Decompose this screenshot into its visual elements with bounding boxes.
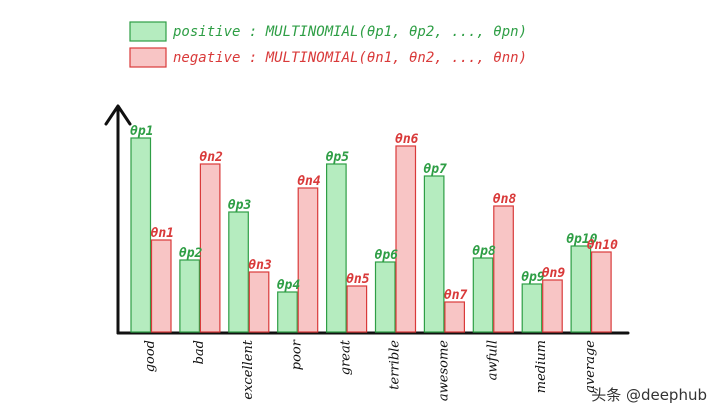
category-label-awesome: awesome bbox=[436, 340, 451, 401]
bar-negative-awesome bbox=[444, 301, 465, 333]
bar-label-positive-good: θp1 bbox=[130, 124, 153, 139]
bar-label-negative-awesome: θn7 bbox=[444, 288, 468, 303]
bar-label-positive-average: θp10 bbox=[566, 232, 597, 247]
category-label-terrible: terrible bbox=[388, 340, 403, 390]
bar-positive-great bbox=[326, 163, 347, 333]
category-label-poor: poor bbox=[290, 339, 305, 370]
bar-negative-medium bbox=[542, 279, 563, 333]
legend-swatch-negative bbox=[129, 47, 167, 68]
bar-label-negative-average: θn10 bbox=[587, 238, 618, 253]
legend-swatch-positive bbox=[129, 21, 167, 42]
bar-positive-terrible bbox=[374, 261, 396, 333]
bar-label-positive-great: θp5 bbox=[326, 150, 350, 165]
bar-label-negative-bad: θn2 bbox=[199, 150, 223, 165]
bar-negative-good bbox=[150, 239, 172, 333]
bar-labels: θp1 θn1 θp2 θn2 θp3 θn3 θp4 θn4 θp5 θn5 θp6 θn6 θp7 θ… bbox=[130, 124, 618, 303]
bar-label-positive-terrible: θp6 bbox=[375, 248, 399, 263]
bar-negative-terrible bbox=[395, 145, 417, 333]
bar-negative-awfull bbox=[493, 205, 514, 333]
bar-negative-great bbox=[346, 285, 368, 333]
bar-negative-bad bbox=[199, 163, 221, 333]
category-label-medium: medium bbox=[534, 340, 549, 393]
bar-positive-bad bbox=[179, 259, 200, 333]
category-label-awfull: awfull bbox=[485, 340, 500, 380]
bar-label-negative-excellent: θn3 bbox=[248, 258, 272, 273]
bar-positive-poor bbox=[277, 291, 298, 333]
bar-negative-excellent bbox=[248, 271, 270, 333]
bar-label-negative-medium: θn9 bbox=[542, 266, 566, 281]
legend-label-negative: negative : MULTINOMIAL(θn1, θn2, ..., θn… bbox=[173, 50, 527, 66]
bar-label-positive-poor: θp4 bbox=[277, 278, 301, 293]
bar-label-positive-awesome: θp7 bbox=[423, 162, 447, 177]
bar-label-negative-terrible: θn6 bbox=[395, 132, 419, 147]
category-labels: good bad excellent poor great terrible awesome… bbox=[143, 339, 598, 401]
category-label-excellent: excellent bbox=[241, 339, 256, 399]
category-label-bad: bad bbox=[192, 340, 207, 364]
watermark: 头条 @deephub bbox=[591, 386, 707, 404]
bars bbox=[130, 137, 612, 333]
bar-negative-average bbox=[590, 251, 612, 333]
bar-positive-medium bbox=[521, 283, 543, 333]
category-label-average: average bbox=[583, 340, 598, 393]
category-label-great: great bbox=[339, 339, 354, 375]
bar-label-positive-awfull: θp8 bbox=[472, 244, 496, 259]
bar-positive-awesome bbox=[423, 175, 445, 333]
bar-label-negative-good: θn1 bbox=[151, 226, 174, 241]
y-axis-arrow bbox=[104, 104, 132, 126]
bar-negative-poor bbox=[297, 187, 319, 333]
bar-label-negative-awfull: θn8 bbox=[493, 192, 517, 207]
bar-label-negative-great: θn5 bbox=[346, 272, 370, 287]
bar-positive-excellent bbox=[228, 211, 249, 333]
bar-positive-average bbox=[570, 245, 592, 333]
bar-label-negative-poor: θn4 bbox=[297, 174, 321, 189]
legend-label-positive: positive : MULTINOMIAL(θp1, θp2, ..., θp… bbox=[172, 24, 527, 40]
bar-positive-good bbox=[130, 137, 152, 333]
bar-label-positive-bad: θp2 bbox=[179, 246, 203, 261]
bar-label-positive-excellent: θp3 bbox=[228, 198, 252, 213]
category-label-good: good bbox=[143, 340, 158, 372]
legend: positive : MULTINOMIAL(θp1, θp2, ..., θp… bbox=[129, 21, 527, 68]
bar-positive-awfull bbox=[472, 257, 494, 333]
bar-label-positive-medium: θp9 bbox=[521, 270, 545, 285]
